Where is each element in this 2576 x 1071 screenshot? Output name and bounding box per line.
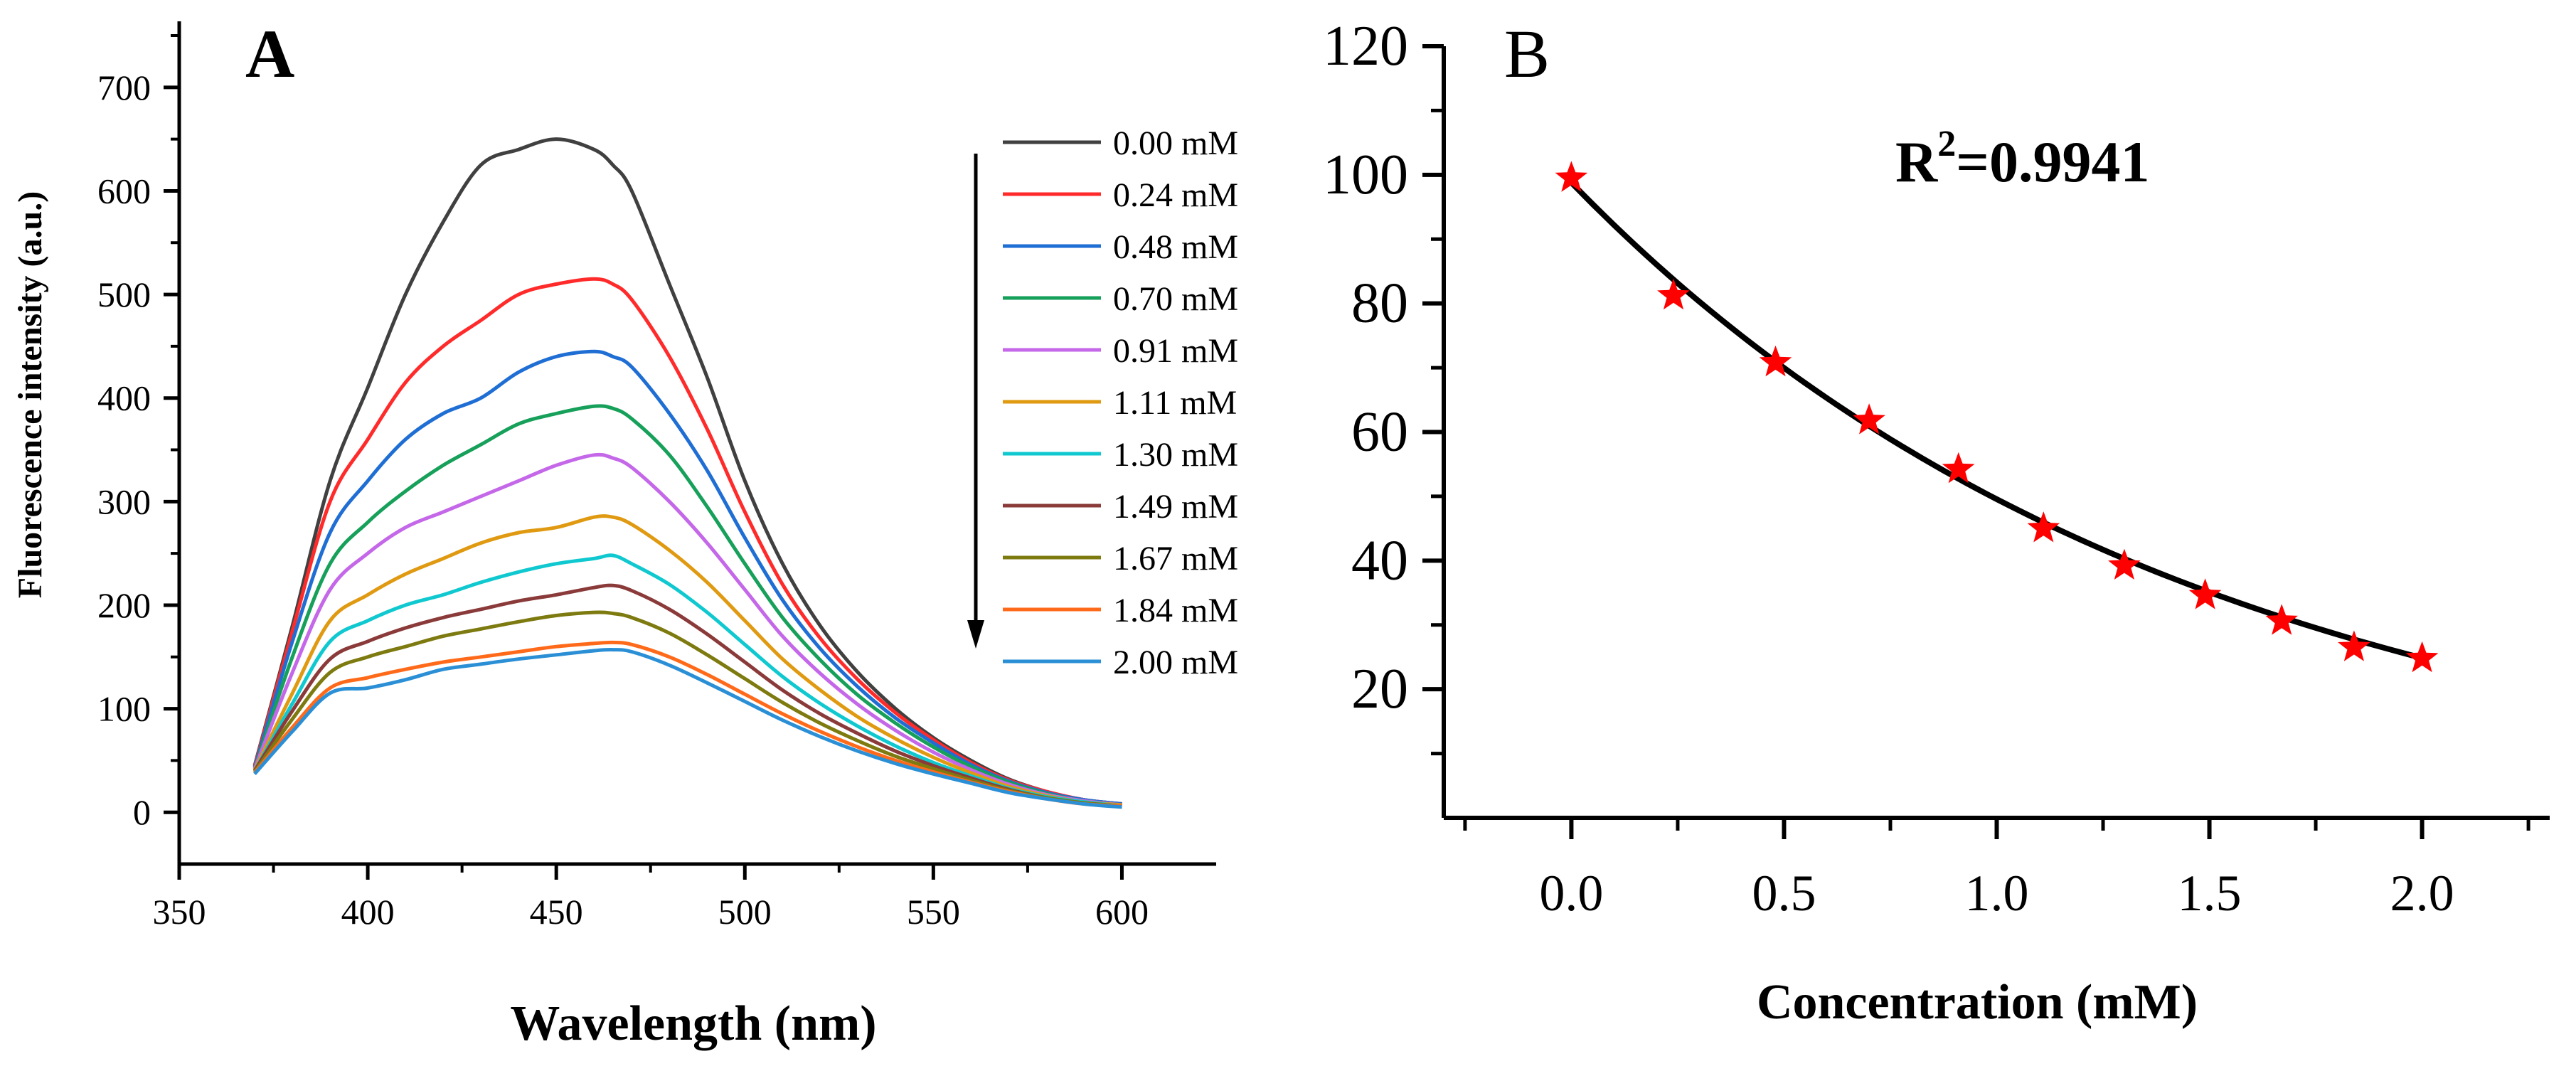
r-squared-annotation: R2=0.9941: [1895, 124, 2149, 194]
panel-a-x-tick-label: 350: [153, 892, 206, 932]
data-point-star: [1942, 452, 1975, 484]
panel-b-y-tick-label: 60: [1351, 401, 1408, 464]
panel-b-y-tick-label: 20: [1351, 658, 1408, 720]
panel-b-x-tick-label: 0.5: [1752, 865, 1816, 922]
panel-b-label: B: [1504, 16, 1550, 92]
panel-a-y-tick-label: 400: [97, 378, 151, 418]
panel-a-y-tick-label: 0: [133, 792, 151, 832]
data-point-star: [2027, 511, 2060, 543]
r-squared-value: =0.9941: [1956, 129, 2149, 194]
panel-a-series-lines: [252, 137, 1122, 809]
legend-label: 0.00 mM: [1113, 124, 1238, 162]
decrease-arrow-head: [967, 620, 984, 649]
panel-a-y-tick-label: 300: [97, 481, 151, 521]
panel-a-legend: 0.00 mM 0.24 mM 0.48 mM 0.70 mM 0.91 mM 1.11 …: [1003, 124, 1238, 681]
panel-a-chart: A 350 400 450 500 550 600 0 100 200 300 400 500 600 7…: [11, 16, 1238, 1051]
panel-b-y-tick-label: 100: [1323, 144, 1408, 206]
panel-b-y-tick-label: 40: [1351, 529, 1408, 592]
panel-a-x-tick-label: 400: [341, 892, 395, 932]
series-line-024: [252, 277, 1122, 806]
data-point-star: [1853, 403, 1885, 435]
panel-b-data-points: [1555, 161, 2439, 673]
panel-b-x-tick-label: 0.0: [1539, 865, 1603, 922]
legend-label: 2.00 mM: [1113, 644, 1238, 681]
data-point-star: [1759, 345, 1792, 377]
panel-a-y-tick-label: 600: [97, 171, 151, 211]
series-line-048: [252, 349, 1122, 806]
legend-label: 0.70 mM: [1113, 280, 1238, 318]
legend-label: 1.11 mM: [1113, 384, 1237, 422]
data-point-star: [2265, 604, 2298, 635]
legend-label: 1.49 mM: [1113, 488, 1238, 526]
legend-label: 0.91 mM: [1113, 332, 1238, 370]
panel-a-axes: 350 400 450 500 550 600 0 100 200 300 400 500 600 700: [97, 21, 1216, 932]
data-point-star: [2405, 641, 2439, 673]
panel-a-y-tick-label: 100: [97, 689, 151, 729]
data-point-star: [1657, 278, 1690, 310]
panel-b-x-tick-label: 1.0: [1965, 865, 2029, 922]
series-line-130: [252, 553, 1122, 808]
panel-b-x-axis-label: Concentration (mM): [1757, 975, 2198, 1030]
data-point-star: [2338, 630, 2370, 661]
panel-a-x-tick-label: 450: [530, 892, 583, 932]
legend-label: 1.84 mM: [1113, 592, 1238, 629]
data-point-star: [1555, 161, 1588, 192]
legend-label: 1.67 mM: [1113, 540, 1238, 577]
panel-b-x-tick-label: 1.5: [2178, 865, 2242, 922]
panel-b-axes: 0.0 0.5 1.0 1.5 2.0 20 40 60 80 100 120: [1323, 15, 2550, 922]
panel-a-y-tick-label: 200: [97, 585, 151, 625]
panel-a-label: A: [245, 16, 294, 92]
series-line-200: [253, 648, 1122, 809]
panel-a-x-tick-label: 600: [1095, 892, 1149, 932]
panel-a-y-tick-label: 500: [97, 275, 151, 314]
panel-a-y-axis-label: Fluorescence intensity (a.u.): [11, 191, 49, 598]
panel-a-y-tick-label: 700: [97, 68, 151, 107]
series-line-111: [252, 514, 1122, 807]
panel-a-x-tick-label: 550: [907, 892, 960, 932]
panel-b-y-tick-label: 120: [1323, 15, 1408, 78]
series-line-149: [252, 583, 1122, 808]
r-squared-superscript: 2: [1937, 124, 1956, 164]
panel-b-chart: B 0.0 0.5 1.0 1.5 2.0 20 40 60 80 100 120 R2=0.994…: [1323, 15, 2550, 1030]
panel-b-y-tick-label: 80: [1351, 272, 1408, 335]
series-line-070: [252, 404, 1122, 807]
legend-label: 1.30 mM: [1113, 436, 1238, 474]
panel-a-x-tick-label: 500: [718, 892, 772, 932]
data-point-star: [2108, 548, 2141, 580]
data-point-star: [2188, 578, 2222, 609]
legend-label: 0.48 mM: [1113, 228, 1238, 266]
series-line-091: [252, 452, 1122, 807]
series-line-167: [252, 610, 1122, 808]
panel-b-x-tick-label: 2.0: [2390, 865, 2454, 922]
legend-label: 0.24 mM: [1113, 176, 1238, 214]
r-squared-prefix: R: [1895, 129, 1938, 194]
panel-a-x-axis-label: Wavelength (nm): [510, 996, 876, 1051]
